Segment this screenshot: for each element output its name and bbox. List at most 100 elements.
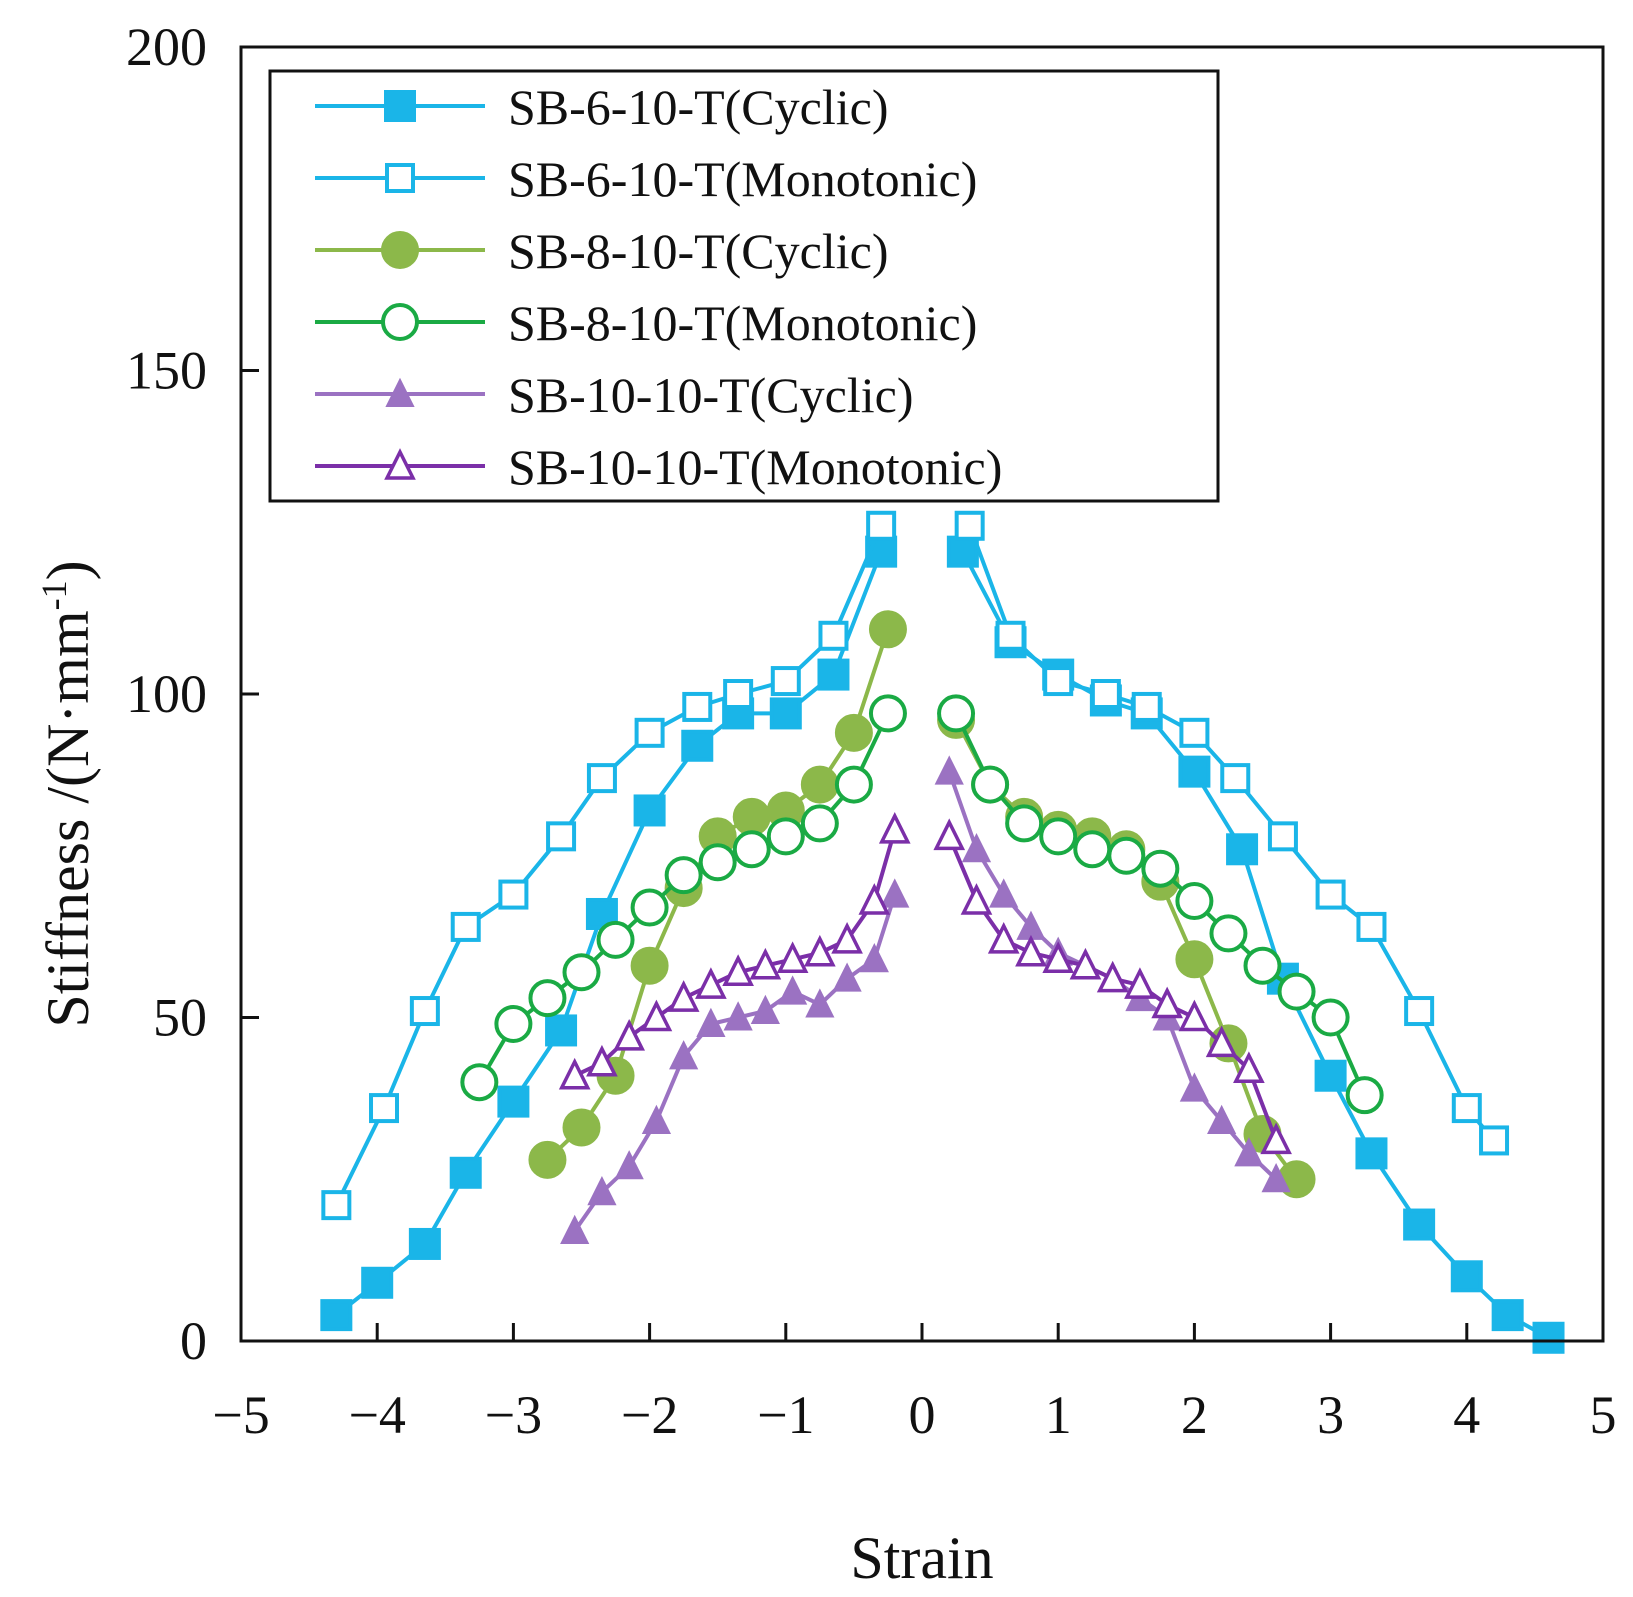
series-5-point: [560, 1214, 590, 1245]
series-3-point: [562, 1108, 601, 1147]
x-tick-label: −4: [348, 1385, 405, 1445]
series-2-point: [1043, 666, 1074, 697]
legend-label: SB-6-10-T(Cyclic): [508, 79, 888, 135]
legend-marker: [385, 163, 415, 193]
series-6-point: [1233, 1051, 1265, 1084]
series-2-point: [1220, 763, 1251, 794]
series-5-point: [805, 988, 835, 1018]
series-5-point: [1261, 1163, 1291, 1193]
series-3-point: [528, 1140, 567, 1179]
series-6-point: [1260, 1122, 1292, 1155]
y-axis-label-main: Stiffness /(N·mm: [35, 610, 101, 1027]
series-2: [321, 510, 1510, 1221]
series-4-point: [1039, 817, 1078, 856]
y-axis-label: Stiffness /(N·mm-1): [34, 560, 101, 1027]
series-5-point: [641, 1104, 672, 1135]
series-4-point: [1209, 914, 1248, 953]
series-3-point: [834, 713, 873, 752]
series-4-point: [1243, 946, 1282, 985]
series-6-point: [933, 818, 966, 851]
legend-item: SB-6-10-T(Monotonic): [315, 151, 977, 207]
series-1-point: [1355, 1137, 1388, 1170]
series-6-point: [667, 980, 700, 1012]
series-2-point: [634, 717, 665, 748]
series-2-point: [498, 879, 529, 910]
series-3-point: [868, 610, 907, 649]
series-6-point: [1042, 941, 1075, 974]
y-tick-label: 200: [126, 17, 207, 77]
series-2-point: [1479, 1125, 1510, 1156]
x-tick-label: −2: [621, 1385, 678, 1445]
series-2-point: [1404, 996, 1435, 1027]
series-4-point: [1345, 1076, 1384, 1115]
series-2-point: [866, 510, 897, 541]
series-5-point: [859, 943, 889, 973]
series-1-point: [497, 1085, 530, 1118]
series-2-point: [321, 1190, 352, 1221]
series-5-point: [934, 755, 964, 785]
series-2-point: [409, 996, 440, 1027]
y-tick-label: 50: [153, 988, 207, 1048]
series-6-point: [1205, 1025, 1238, 1058]
series-1-point: [1226, 833, 1259, 866]
series-2-point: [369, 1093, 400, 1124]
legend-marker: [381, 303, 419, 341]
series-6-point: [1015, 934, 1047, 967]
series-5-point: [750, 994, 780, 1025]
series-3-point: [1175, 940, 1214, 979]
series-4-point: [494, 1004, 533, 1043]
series-2-point: [1179, 717, 1210, 748]
x-axis-label: Strain: [850, 1525, 993, 1591]
series-2-point: [1267, 821, 1298, 852]
series-6-point: [695, 967, 727, 999]
series-2-line-1: [334, 525, 883, 1206]
series-1-point: [1314, 1059, 1347, 1092]
series-6-point: [1124, 967, 1156, 999]
y-axis-label-close: ): [35, 560, 101, 580]
series-layer: [320, 510, 1565, 1354]
x-tick-label: 0: [909, 1385, 936, 1445]
y-tick-label: 150: [126, 341, 207, 401]
series-2-point: [1131, 691, 1162, 722]
x-tick-label: 1: [1045, 1385, 1072, 1445]
series-4-point: [630, 888, 669, 927]
x-tick-label: −5: [212, 1385, 269, 1445]
legend-item: SB-8-10-T(Cyclic): [315, 223, 888, 279]
series-6-point: [722, 954, 754, 986]
series-6: [558, 811, 1292, 1155]
legend-marker: [381, 231, 419, 269]
legend-marker: [385, 377, 415, 407]
series-4-point: [1005, 804, 1044, 843]
y-tick-label: 100: [126, 664, 207, 724]
y-tick-label: 0: [180, 1311, 207, 1371]
series-4-point: [460, 1063, 499, 1102]
legend-marker: [384, 90, 416, 122]
series-6-point: [878, 811, 911, 844]
legend-label: SB-8-10-T(Cyclic): [508, 223, 888, 279]
series-2-point: [546, 821, 577, 852]
series-4-point: [937, 694, 976, 733]
x-tick-label: 2: [1181, 1385, 1208, 1445]
series-2-point: [1315, 879, 1346, 910]
legend-label: SB-6-10-T(Monotonic): [508, 151, 977, 207]
series-2-point: [1090, 679, 1121, 709]
series-2-point: [1451, 1093, 1482, 1124]
series-6-point: [613, 1018, 646, 1051]
series-1-point: [320, 1299, 353, 1332]
series-5-point: [696, 1007, 726, 1037]
series-5-point: [777, 975, 808, 1005]
series-3-point: [800, 765, 839, 804]
series-6-point: [831, 921, 863, 954]
series-4-point: [1175, 882, 1214, 921]
y-axis-label-superscript: -1: [34, 580, 74, 610]
series-4: [460, 694, 1384, 1115]
legend: SB-6-10-T(Cyclic) SB-6-10-T(Monotonic) SB-…: [268, 69, 1220, 503]
series-1-point: [946, 535, 979, 568]
series-6-point: [749, 947, 782, 980]
series-5-point: [1179, 1072, 1210, 1102]
series-4-point: [596, 920, 635, 959]
series-4-point: [800, 804, 839, 843]
series-1-point: [1178, 755, 1211, 788]
